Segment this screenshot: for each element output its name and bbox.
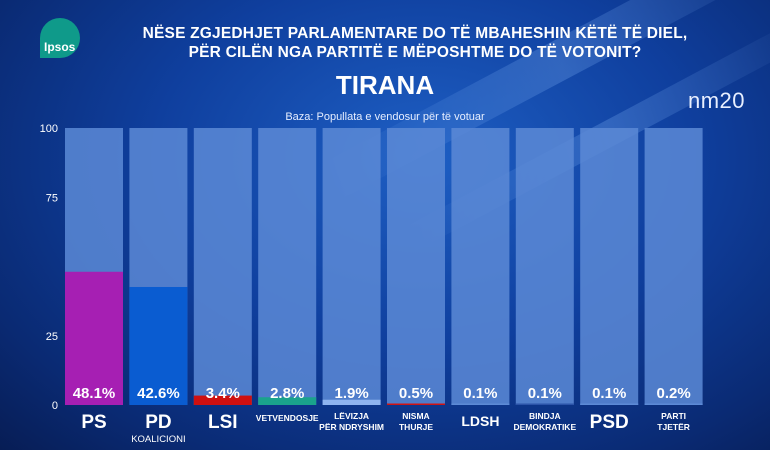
bar-track (451, 128, 510, 405)
category-sublabel: PËR NDRYSHIM (319, 422, 384, 432)
bar-track (193, 128, 252, 405)
bar-bindja (515, 403, 574, 405)
bar-levizja (322, 399, 381, 405)
y-tick-label: 25 (46, 331, 58, 343)
y-tick-label: 75 (46, 192, 58, 204)
bar-nisma (387, 403, 445, 405)
category-label: LËVIZJA (334, 411, 369, 421)
category-sublabel: TJETËR (657, 422, 690, 432)
data-label: 0.1% (592, 385, 626, 402)
bar-pd (129, 286, 188, 405)
category-sublabel: DEMOKRATIKE (513, 422, 576, 432)
data-label: 1.9% (334, 385, 368, 402)
bar-ldsh (451, 403, 510, 405)
y-tick-label: 0 (52, 400, 58, 412)
data-label: 0.1% (463, 385, 497, 402)
bar-track (258, 128, 317, 405)
y-tick-label: 100 (40, 123, 58, 135)
bar-parti (644, 403, 703, 405)
bar-lsi (193, 395, 252, 405)
category-label: PSD (590, 412, 629, 433)
data-label: 0.1% (528, 385, 562, 402)
category-label: LSI (208, 412, 238, 433)
category-label: PS (81, 412, 106, 433)
bar-track (644, 128, 703, 405)
bar-track (515, 128, 574, 405)
channel-brand: nm20 (688, 88, 746, 113)
ipsos-logo-icon (40, 18, 80, 58)
category-label: VETVENDOSJE (256, 413, 319, 423)
category-label: LDSH (461, 413, 499, 429)
data-label: 48.1% (73, 385, 116, 402)
category-label: PARTI (661, 411, 686, 421)
category-sublabel: KOALICIONI (131, 434, 185, 445)
data-label: 42.6% (137, 385, 180, 402)
data-label: 0.5% (399, 385, 433, 402)
bar-psd (580, 403, 639, 405)
bar-ps (65, 271, 123, 405)
bar-track (580, 128, 639, 405)
chart-subtitle: Baza: Popullata e vendosur për të votuar (285, 111, 485, 123)
chart-title: TIRANA (335, 70, 435, 100)
question-line-1: NËSE ZGJEDHJET PARLAMENTARE DO TË MBAHES… (142, 25, 688, 42)
category-label: NISMA (402, 411, 429, 421)
data-label: 0.2% (656, 385, 690, 402)
category-label: PD (145, 412, 171, 433)
bar-track (387, 128, 445, 405)
question-line-2: PËR CILËN NGA PARTITË E MËPOSHTME DO TË … (188, 44, 642, 61)
bar-vetvendosje (258, 397, 317, 405)
data-label: 3.4% (206, 385, 240, 402)
bar-track (322, 128, 381, 405)
category-sublabel: THURJE (399, 422, 433, 432)
data-label: 2.8% (270, 385, 304, 402)
category-label: BINDJA (529, 411, 561, 421)
logo-text: Ipsos (44, 40, 76, 54)
